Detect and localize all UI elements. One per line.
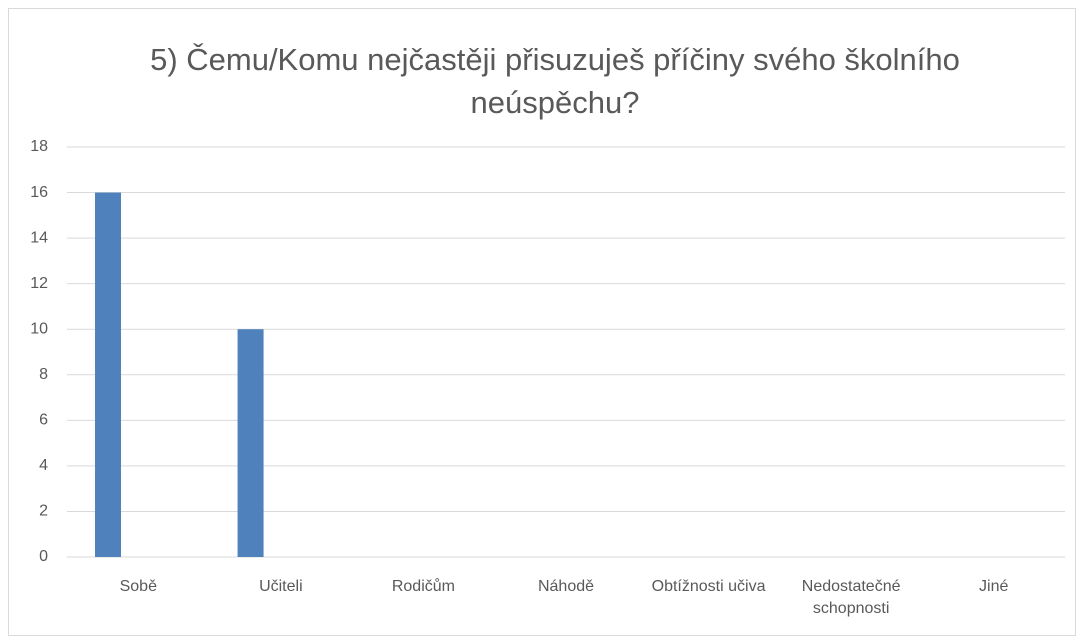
x-tick-label: Nedostatečné schopnosti bbox=[801, 578, 901, 617]
y-tick-label: 18 bbox=[30, 138, 48, 155]
x-tick-label: Náhodě bbox=[537, 578, 595, 595]
x-tick-label: Rodičům bbox=[391, 578, 455, 595]
y-tick-label: 12 bbox=[30, 275, 48, 292]
chart-border bbox=[8, 8, 1076, 636]
bar bbox=[95, 192, 121, 558]
x-tick-label: Obtížnosti učiva bbox=[651, 578, 766, 595]
chart-title: 5) Čemu/Komu nejčastěji přisuzuješ příči… bbox=[150, 42, 960, 120]
y-tick-label: 8 bbox=[39, 366, 48, 383]
y-tick-label: 14 bbox=[30, 229, 48, 246]
x-tick-label: Sobě bbox=[119, 578, 157, 595]
x-tick-label: Učiteli bbox=[259, 578, 303, 595]
y-tick-label: 4 bbox=[39, 457, 48, 474]
y-tick-label: 10 bbox=[30, 320, 48, 337]
y-tick-label: 16 bbox=[30, 184, 48, 201]
bar bbox=[237, 329, 264, 557]
y-tick-label: 6 bbox=[39, 412, 48, 429]
y-tick-label: 2 bbox=[39, 503, 48, 520]
y-tick-label: 0 bbox=[39, 548, 48, 565]
x-tick-label: Jiné bbox=[979, 578, 1009, 595]
